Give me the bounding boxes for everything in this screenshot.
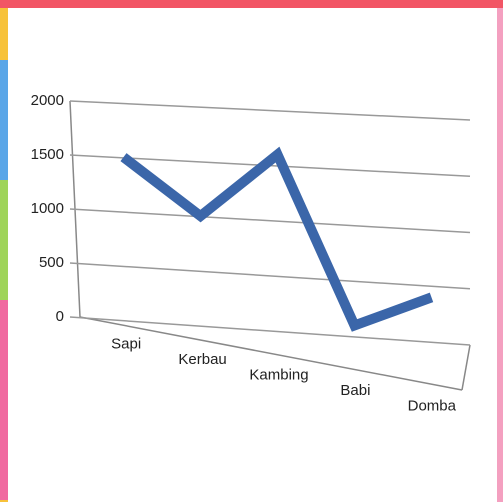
grid-line	[69, 208, 471, 234]
grid-line	[69, 262, 471, 290]
y-tick-label: 2000	[31, 92, 64, 109]
floor-right	[461, 344, 471, 391]
floor-front	[79, 316, 463, 391]
top-border	[0, 0, 503, 8]
y-tick-label: 1000	[31, 200, 64, 217]
y-tick-label: 500	[39, 254, 64, 271]
series-line	[120, 146, 434, 332]
x-tick-label: Babi	[340, 382, 370, 399]
right-border	[497, 8, 503, 502]
left-border-blue	[0, 60, 8, 180]
y-tick-label: 1500	[31, 146, 64, 163]
grid-line	[69, 316, 471, 346]
left-border-pink	[0, 300, 8, 500]
y-tick-label: 0	[56, 308, 64, 325]
x-tick-label: Kambing	[249, 366, 308, 383]
x-tick-label: Sapi	[111, 335, 141, 352]
x-tick-label: Domba	[408, 398, 457, 415]
x-tick-label: Kerbau	[178, 351, 226, 368]
left-border-green	[0, 180, 8, 300]
grid-line	[69, 100, 471, 121]
